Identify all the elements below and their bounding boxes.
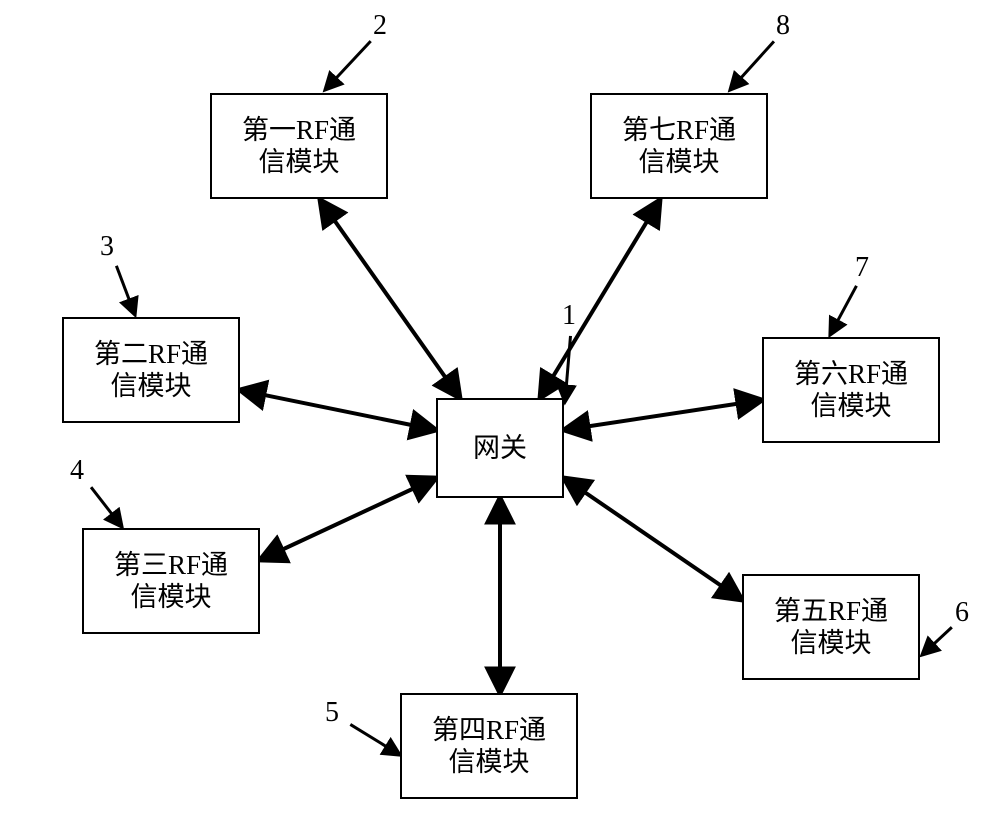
ref-label-4: 4 (70, 455, 84, 487)
node-rf5: 第五RF通 信模块 (742, 574, 920, 680)
node-label: 第一RF通 信模块 (242, 114, 356, 179)
node-label: 第七RF通 信模块 (622, 114, 736, 179)
node-label: 第二RF通 信模块 (94, 338, 208, 403)
ref-label-text: 8 (776, 10, 790, 41)
label-arrow-6 (922, 627, 952, 655)
label-arrow-3 (116, 266, 135, 315)
label-arrow-7 (830, 286, 856, 335)
edge-gateway-rf7 (540, 200, 660, 398)
node-label: 第三RF通 信模块 (114, 549, 228, 614)
ref-label-text: 2 (373, 10, 387, 41)
edge-gateway-rf6 (564, 400, 762, 430)
node-rf3: 第三RF通 信模块 (82, 528, 260, 634)
ref-label-6: 6 (955, 597, 969, 629)
ref-label-7: 7 (855, 252, 869, 284)
node-rf1: 第一RF通 信模块 (210, 93, 388, 199)
label-arrow-4 (91, 487, 122, 527)
ref-label-text: 5 (325, 697, 339, 728)
ref-label-1: 1 (562, 300, 576, 332)
ref-label-2: 2 (373, 10, 387, 42)
ref-label-8: 8 (776, 10, 790, 42)
label-arrow-2 (325, 41, 371, 90)
edge-gateway-rf2 (240, 390, 436, 430)
node-rf2: 第二RF通 信模块 (62, 317, 240, 423)
ref-label-text: 7 (855, 252, 869, 283)
ref-label-text: 4 (70, 455, 84, 486)
node-rf7: 第七RF通 信模块 (590, 93, 768, 199)
edge-gateway-rf1 (320, 200, 460, 398)
node-label: 第六RF通 信模块 (794, 358, 908, 423)
node-label: 第五RF通 信模块 (774, 595, 888, 660)
edge-gateway-rf5 (564, 478, 742, 600)
ref-label-text: 3 (100, 231, 114, 262)
ref-label-text: 6 (955, 597, 969, 628)
ref-label-3: 3 (100, 231, 114, 263)
node-label: 网关 (473, 432, 527, 464)
node-rf4: 第四RF通 信模块 (400, 693, 578, 799)
ref-label-5: 5 (325, 697, 339, 729)
ref-label-text: 1 (562, 300, 576, 331)
edge-gateway-rf3 (260, 478, 436, 560)
node-rf6: 第六RF通 信模块 (762, 337, 940, 443)
node-label: 第四RF通 信模块 (432, 714, 546, 779)
label-arrow-8 (730, 41, 774, 90)
node-gateway: 网关 (436, 398, 564, 498)
label-arrow-1 (565, 336, 571, 402)
label-arrow-5 (350, 724, 400, 755)
